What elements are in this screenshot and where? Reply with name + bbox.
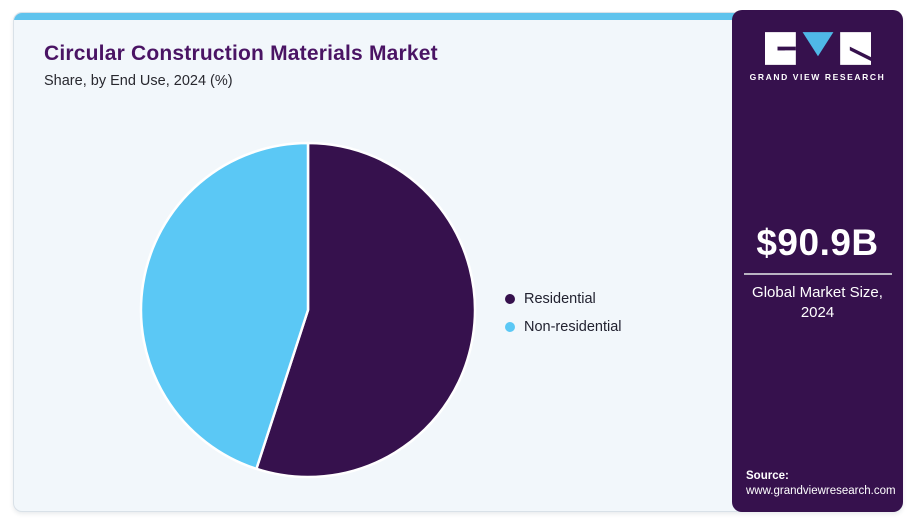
legend-item-residential: Residential xyxy=(505,289,622,309)
market-size-caption: Global Market Size, 2024 xyxy=(752,284,883,322)
page-title: Circular Construction Materials Market xyxy=(44,42,438,65)
brand-sidebar: GRAND VIEW RESEARCH $90.9B Global Market… xyxy=(732,10,903,512)
divider xyxy=(743,273,892,275)
pie-slice-residential xyxy=(255,141,477,479)
accent-top-bar xyxy=(14,13,902,20)
legend-dot-residential xyxy=(505,294,515,304)
legend-item-non-residential: Non-residential xyxy=(505,317,622,337)
chart-legend: Residential Non-residential xyxy=(505,289,622,345)
gvr-logo-icon xyxy=(764,32,871,65)
page-subtitle: Share, by End Use, 2024 (%) xyxy=(44,73,233,89)
chart-header: Circular Construction Materials Market S… xyxy=(44,42,438,89)
source-block: Source: www.grandviewresearch.com xyxy=(746,470,896,497)
legend-label: Non-residential xyxy=(524,319,622,335)
source-url: www.grandviewresearch.com xyxy=(746,485,896,497)
pie-slice-non-residential xyxy=(139,141,310,471)
brand-logo: GRAND VIEW RESEARCH xyxy=(732,32,903,82)
brand-logo-text: GRAND VIEW RESEARCH xyxy=(749,72,886,82)
legend-dot-non-residential xyxy=(505,322,515,332)
pie-chart-area xyxy=(126,128,490,492)
market-size-value: $90.9B xyxy=(756,222,879,263)
market-size-block: $90.9B Global Market Size, 2024 xyxy=(732,222,903,324)
pie-chart xyxy=(139,141,477,479)
source-label: Source: xyxy=(746,470,789,482)
legend-label: Residential xyxy=(524,291,596,307)
